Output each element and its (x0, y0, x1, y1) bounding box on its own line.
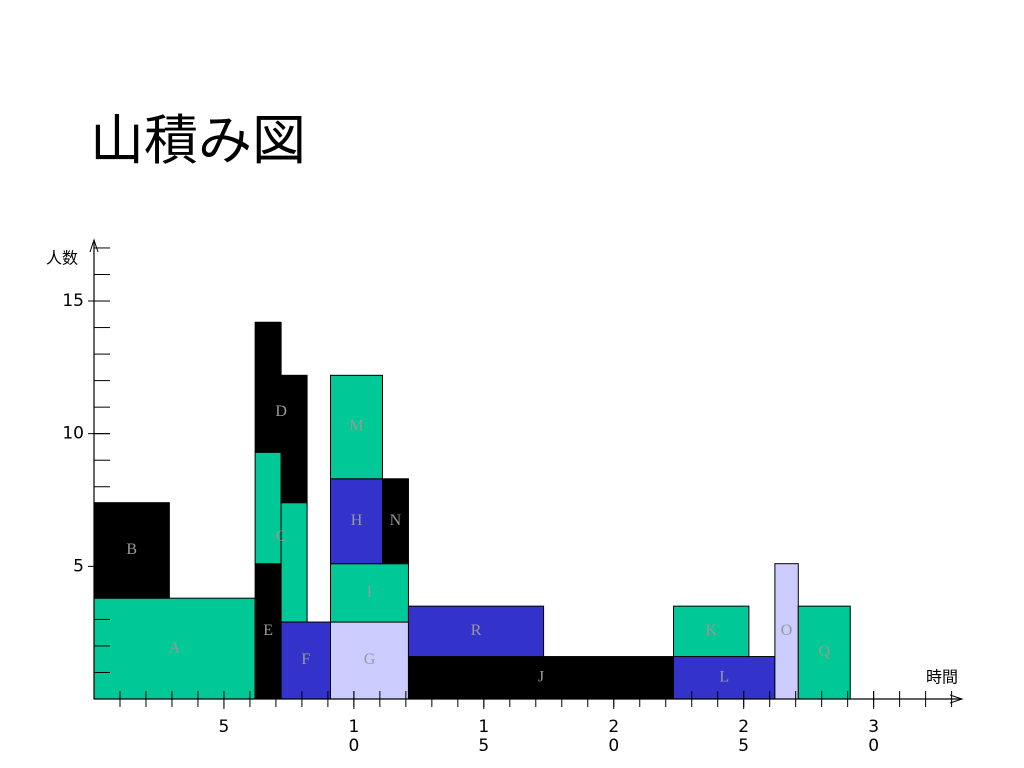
block (254, 451, 282, 565)
block-label: A (169, 639, 181, 656)
block (329, 374, 383, 480)
block-label: B (126, 541, 137, 558)
block (407, 605, 545, 658)
block (254, 563, 282, 700)
y-tick-label: 10 (62, 424, 84, 444)
y-tick-label: 15 (62, 291, 84, 311)
block-label: G (364, 651, 376, 668)
block-label: N (390, 512, 402, 529)
block (797, 605, 851, 700)
block-label: H (351, 512, 363, 529)
x-arrow (949, 694, 964, 704)
block (329, 478, 383, 565)
x-tick-label: 15 (478, 717, 490, 756)
block-label: M (349, 418, 363, 435)
block (93, 502, 170, 599)
block-label: Q (818, 643, 830, 660)
block (673, 656, 776, 700)
block-label: D (275, 403, 287, 420)
block (93, 597, 256, 700)
block (280, 374, 308, 504)
y-axis-label: 人数 (46, 249, 78, 268)
block-label: F (301, 651, 310, 668)
x-tick-label: 25 (738, 717, 750, 756)
block-label: J (538, 668, 544, 685)
block-label: R (471, 622, 482, 639)
block-label: C (276, 528, 287, 545)
x-axis-label: 時間 (926, 668, 958, 687)
x-tick-label: 30 (868, 717, 880, 756)
block-label: I (367, 584, 372, 601)
block-label: K (705, 622, 717, 639)
block-label: E (263, 622, 273, 639)
y-tick-label: 5 (73, 556, 84, 576)
slide-title: 山積み図 (90, 109, 306, 172)
x-tick-label: 20 (608, 717, 620, 756)
block (280, 502, 308, 623)
block (254, 321, 282, 453)
x-tick-label: 10 (348, 717, 360, 756)
block-label: O (781, 622, 793, 639)
block (381, 478, 409, 565)
block (329, 563, 409, 623)
block (673, 605, 750, 658)
block-label: L (719, 668, 729, 685)
x-tick-label: 5 (218, 717, 230, 737)
